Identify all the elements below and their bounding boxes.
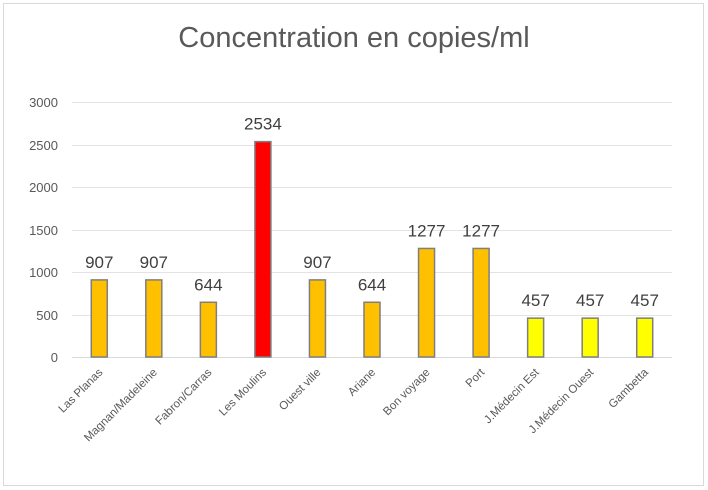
data-label: 1277 bbox=[408, 221, 446, 240]
x-tick-label: Port bbox=[464, 366, 488, 390]
bar bbox=[472, 247, 490, 358]
data-label: 2534 bbox=[244, 115, 282, 134]
bars bbox=[90, 140, 654, 358]
x-tick-label: Las Planas bbox=[57, 366, 106, 415]
data-label: 457 bbox=[521, 291, 549, 310]
gridlines bbox=[72, 102, 672, 358]
chart-title: Concentration en copies/ml bbox=[178, 22, 530, 54]
bar bbox=[635, 317, 654, 358]
x-tick-label: Ouest ville bbox=[277, 367, 323, 413]
bar bbox=[90, 279, 109, 358]
data-label: 907 bbox=[303, 253, 331, 272]
bar bbox=[254, 140, 272, 358]
chart-frame bbox=[3, 3, 704, 486]
bar bbox=[417, 247, 436, 358]
bar bbox=[526, 317, 545, 358]
data-labels: 907 907 644 2534 907 644 1277 1277 457 457 457 bbox=[85, 115, 659, 311]
data-label: 907 bbox=[140, 253, 168, 272]
y-tick-label: 2000 bbox=[29, 180, 58, 195]
x-tick-label: Bon voyage bbox=[381, 367, 432, 418]
bar bbox=[363, 301, 381, 358]
bar bbox=[199, 301, 218, 358]
x-tick-label: J.Médecin Est bbox=[482, 366, 542, 426]
bar bbox=[308, 279, 327, 358]
y-tick-label: 0 bbox=[51, 350, 58, 365]
y-axis: 0 500 1000 1500 2000 2500 3000 bbox=[29, 95, 58, 365]
bar bbox=[581, 317, 599, 358]
y-tick-label: 500 bbox=[36, 308, 58, 323]
y-tick-label: 1000 bbox=[29, 265, 58, 280]
bar bbox=[145, 279, 163, 358]
data-label: 644 bbox=[358, 275, 386, 294]
x-tick-label: Gambetta bbox=[607, 366, 652, 411]
data-label: 457 bbox=[631, 291, 659, 310]
data-label: 907 bbox=[85, 253, 113, 272]
x-tick-label: Ariane bbox=[346, 367, 378, 399]
data-label: 1277 bbox=[462, 221, 500, 240]
y-tick-label: 1500 bbox=[29, 223, 58, 238]
data-label: 457 bbox=[576, 291, 604, 310]
x-tick-label: Les Moulins bbox=[217, 366, 269, 418]
y-tick-label: 2500 bbox=[29, 138, 58, 153]
x-tick-label: Fabron/Carras bbox=[154, 366, 215, 427]
data-label: 644 bbox=[194, 275, 222, 294]
y-tick-label: 3000 bbox=[29, 95, 58, 110]
